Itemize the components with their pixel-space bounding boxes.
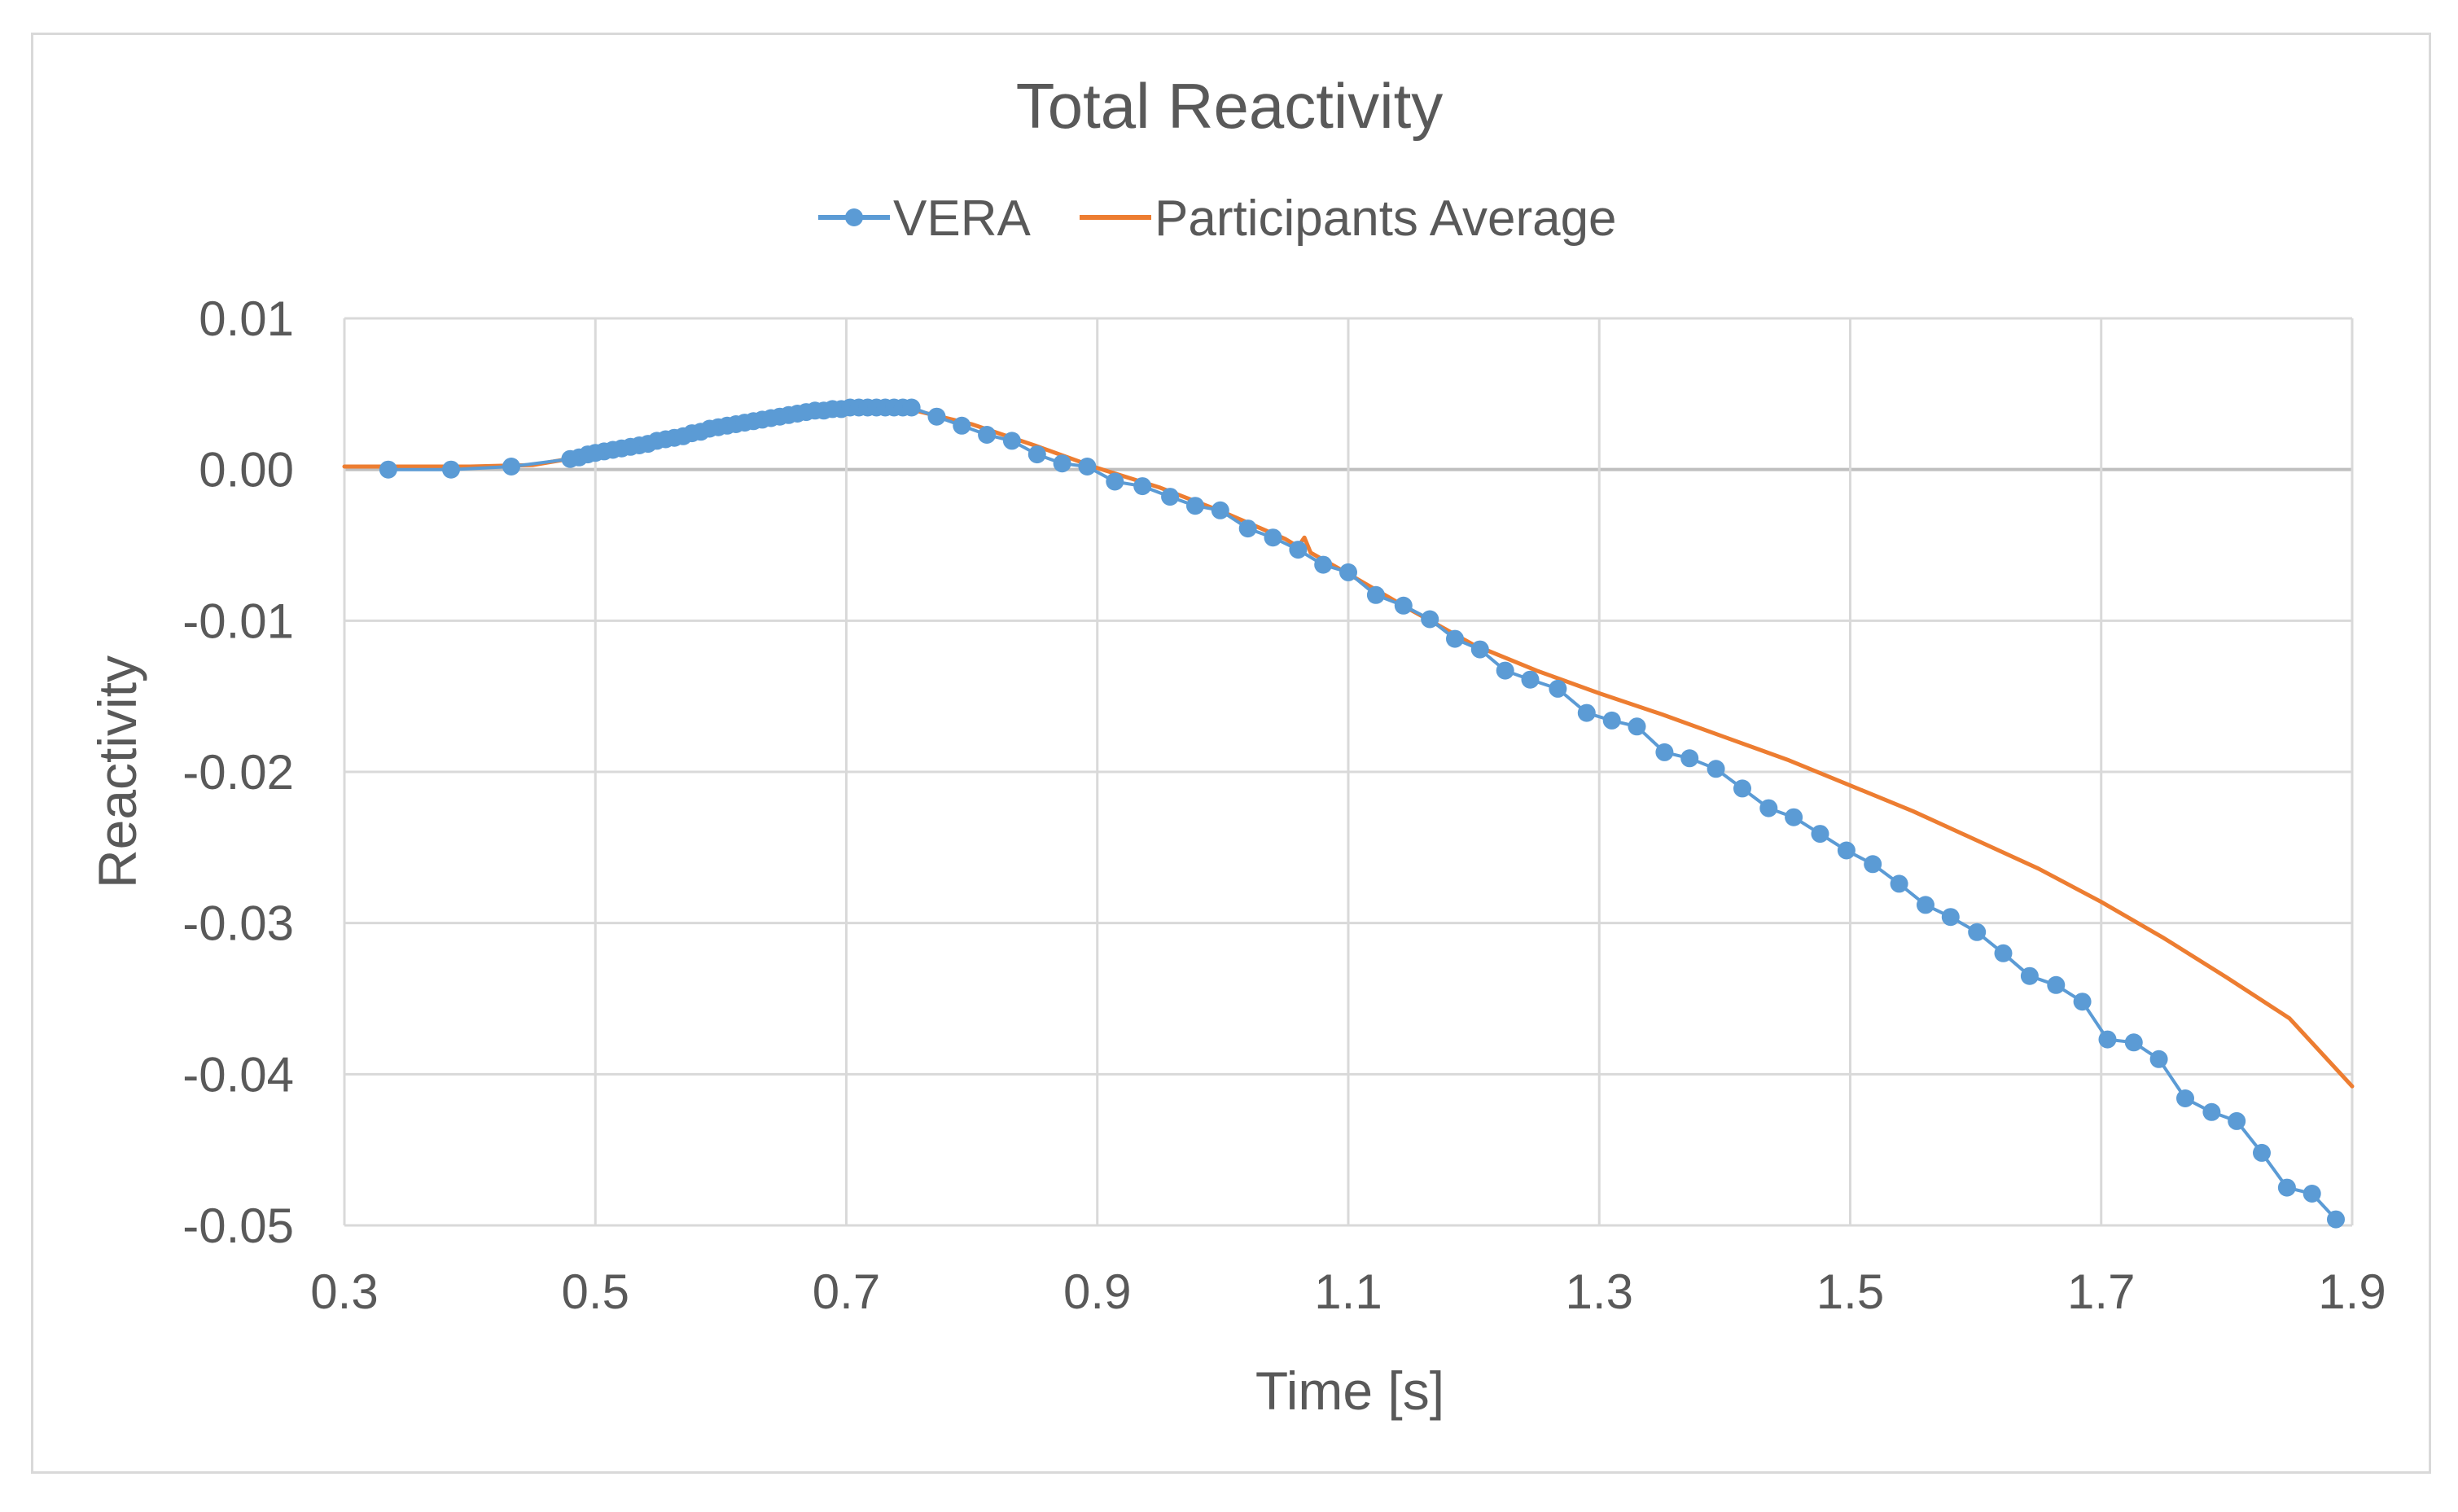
data-point-vera <box>2228 1111 2246 1130</box>
data-point-vera <box>1759 799 1778 817</box>
data-point-vera <box>442 460 460 479</box>
data-point-vera <box>1053 454 1071 473</box>
data-point-vera <box>2327 1210 2345 1229</box>
y-tick-label: -0.03 <box>182 896 294 951</box>
data-point-vera <box>1733 779 1751 798</box>
legend-label-participants-average: Participants Average <box>1155 191 1617 247</box>
data-point-vera <box>953 416 971 435</box>
data-point-vera <box>978 426 997 444</box>
data-point-vera <box>1366 585 1385 604</box>
data-point-vera <box>1707 760 1725 778</box>
data-point-vera <box>1421 610 1439 629</box>
data-point-vera <box>2277 1178 2296 1197</box>
data-point-vera <box>1339 563 1357 581</box>
x-tick-label: 1.1 <box>1314 1264 1382 1319</box>
data-point-vera <box>2176 1089 2194 1107</box>
y-tick-label: -0.02 <box>182 745 294 800</box>
data-point-vera <box>1968 923 1987 941</box>
chart-frame <box>31 33 2431 1474</box>
data-point-vera <box>1994 944 2013 962</box>
data-point-vera <box>379 460 397 479</box>
data-point-vera <box>1289 541 1308 559</box>
legend-marker-vera <box>845 208 863 226</box>
x-tick-label: 0.7 <box>813 1264 880 1319</box>
y-axis-label: Reactivity <box>87 655 147 888</box>
data-point-vera <box>1446 629 1464 648</box>
data-point-vera <box>1811 825 1829 844</box>
data-point-vera <box>1577 703 1596 722</box>
x-axis-tick-labels: 0.3 0.5 0.7 0.9 1.1 1.3 1.5 1.7 1.9 <box>310 1264 2386 1319</box>
data-point-vera <box>1680 749 1699 768</box>
data-point-vera <box>2073 993 2092 1011</box>
data-point-vera <box>2098 1030 2117 1049</box>
series-layer <box>342 398 2355 1229</box>
data-point-vera <box>1470 640 1489 659</box>
data-point-vera <box>2047 975 2066 994</box>
y-tick-label: -0.01 <box>182 594 294 648</box>
data-point-vera <box>1496 661 1514 680</box>
data-point-vera <box>502 458 520 476</box>
data-point-vera <box>2202 1102 2221 1121</box>
data-point-vera <box>1941 908 1960 927</box>
data-point-vera <box>2124 1033 2143 1052</box>
data-point-vera <box>902 398 921 417</box>
x-tick-label: 0.3 <box>310 1264 378 1319</box>
data-point-vera <box>1785 808 1803 826</box>
y-tick-label: -0.05 <box>182 1199 294 1253</box>
series-line-vera <box>386 405 2338 1221</box>
data-point-vera <box>1002 432 1021 450</box>
data-point-vera <box>1521 670 1540 689</box>
data-point-vera <box>1549 679 1567 698</box>
data-point-vera <box>1655 743 1674 761</box>
data-point-vera <box>1602 711 1621 730</box>
legend: VERA Participants Average <box>818 191 1617 247</box>
data-point-vera <box>1917 896 1934 914</box>
x-tick-label: 0.9 <box>1063 1264 1131 1319</box>
x-tick-label: 1.9 <box>2318 1264 2386 1319</box>
data-point-vera <box>1890 874 1908 893</box>
data-point-vera <box>1078 458 1097 476</box>
x-tick-label: 1.3 <box>1566 1264 1633 1319</box>
chart-title: Total Reactivity <box>1016 70 1444 142</box>
data-point-vera <box>927 407 946 426</box>
x-tick-label: 1.5 <box>1816 1264 1884 1319</box>
data-point-vera <box>1864 855 1882 874</box>
data-point-vera <box>1161 488 1180 506</box>
data-point-vera <box>1027 445 1046 464</box>
data-point-vera <box>1133 477 1152 496</box>
data-point-vera <box>1186 497 1204 515</box>
gridlines <box>343 317 2354 1227</box>
x-axis-label: Time [s] <box>1255 1361 1444 1421</box>
data-point-vera <box>1238 519 1257 538</box>
y-axis-tick-labels: 0.01 0.00 -0.01 -0.02 -0.03 -0.04 -0.05 <box>182 291 294 1253</box>
data-point-vera <box>2253 1143 2271 1162</box>
data-point-vera <box>2020 966 2039 985</box>
data-point-vera <box>1264 528 1282 547</box>
data-point-vera <box>1314 555 1333 574</box>
x-tick-label: 0.5 <box>562 1264 629 1319</box>
y-tick-label: -0.04 <box>182 1047 294 1102</box>
data-point-vera <box>1837 841 1856 860</box>
y-tick-label: 0.00 <box>199 443 294 497</box>
y-tick-label: 0.01 <box>199 291 294 346</box>
legend-label-vera: VERA <box>893 191 1031 247</box>
data-point-vera <box>1106 472 1124 491</box>
data-point-vera <box>1211 501 1229 519</box>
data-point-vera <box>2302 1185 2321 1203</box>
x-tick-label: 1.7 <box>2067 1264 2135 1319</box>
data-point-vera <box>1628 717 1646 736</box>
data-point-vera <box>2149 1050 2168 1068</box>
data-point-vera <box>1394 596 1413 615</box>
